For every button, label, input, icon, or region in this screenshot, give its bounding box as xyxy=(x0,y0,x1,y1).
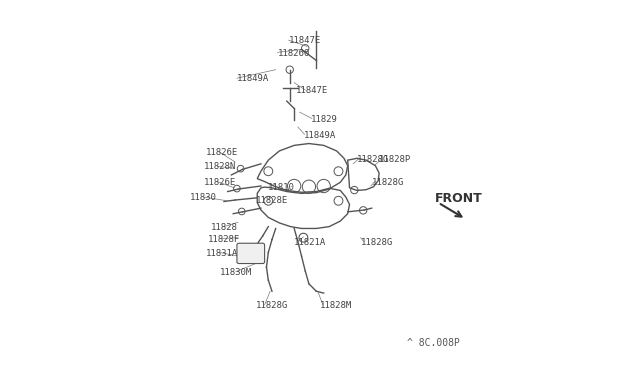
Text: 11829: 11829 xyxy=(311,115,338,124)
FancyBboxPatch shape xyxy=(237,243,264,263)
Text: 11826E: 11826E xyxy=(204,178,236,187)
Text: 11849A: 11849A xyxy=(237,74,269,83)
Text: 11847E: 11847E xyxy=(296,86,328,94)
Text: 11828G: 11828G xyxy=(255,301,287,311)
Text: 11828G: 11828G xyxy=(357,155,389,164)
Text: 11828F: 11828F xyxy=(207,235,239,244)
Text: 11821A: 11821A xyxy=(294,238,326,247)
Text: FRONT: FRONT xyxy=(435,192,482,205)
Text: 11828P: 11828P xyxy=(379,155,412,164)
Text: 11828M: 11828M xyxy=(320,301,352,311)
Text: 11828G: 11828G xyxy=(372,178,404,187)
Text: 11831A: 11831A xyxy=(205,249,238,258)
Text: ^ 8C.008P: ^ 8C.008P xyxy=(408,339,460,349)
Text: 11828G: 11828G xyxy=(360,238,393,247)
Text: 11826E: 11826E xyxy=(205,148,238,157)
Text: 11830M: 11830M xyxy=(220,268,253,277)
Text: 11828N: 11828N xyxy=(204,162,236,171)
Text: 11849A: 11849A xyxy=(303,131,335,140)
Text: 118260: 118260 xyxy=(278,49,310,58)
Text: 11828: 11828 xyxy=(211,223,238,232)
Text: 11847E: 11847E xyxy=(289,36,321,45)
Text: 11830: 11830 xyxy=(190,193,217,202)
Text: 11810: 11810 xyxy=(268,183,295,192)
Text: 11828E: 11828E xyxy=(255,196,287,205)
